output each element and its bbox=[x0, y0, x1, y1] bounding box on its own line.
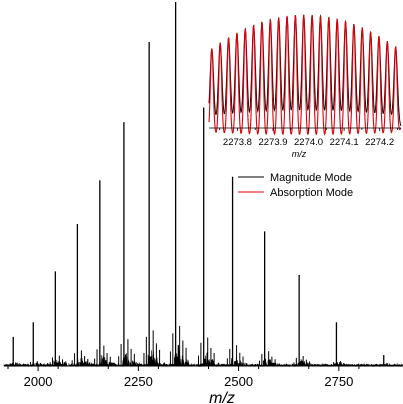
inset-x-tick-label: 2274.2 bbox=[365, 137, 394, 148]
x-axis-label: m/z bbox=[209, 390, 235, 404]
main-spectrum: 2000 2250 2500 2750 m/z bbox=[3, 2, 403, 404]
inset-x-axis-label: m/z bbox=[292, 149, 307, 159]
legend: Magnitude Mode Absorption Mode bbox=[238, 172, 353, 199]
x-tick-label: 2750 bbox=[324, 374, 353, 389]
x-tick-label: 2250 bbox=[124, 374, 153, 389]
legend-label-magnitude: Magnitude Mode bbox=[270, 172, 352, 184]
inset-x-tick-label: 2274.0 bbox=[294, 137, 323, 148]
legend-label-absorption: Absorption Mode bbox=[270, 187, 353, 199]
inset-x-tick-label: 2274.1 bbox=[330, 137, 359, 148]
inset-absorption-trace bbox=[208, 14, 402, 136]
inset-x-tick-label: 2273.8 bbox=[223, 137, 252, 148]
inset-spectrum: 2273.8 2273.9 2274.0 2274.1 2274.2 m/z bbox=[208, 14, 402, 159]
inset-x-tick-label: 2273.9 bbox=[258, 137, 287, 148]
x-tick-label: 2500 bbox=[224, 374, 253, 389]
x-tick-label: 2000 bbox=[24, 374, 53, 389]
